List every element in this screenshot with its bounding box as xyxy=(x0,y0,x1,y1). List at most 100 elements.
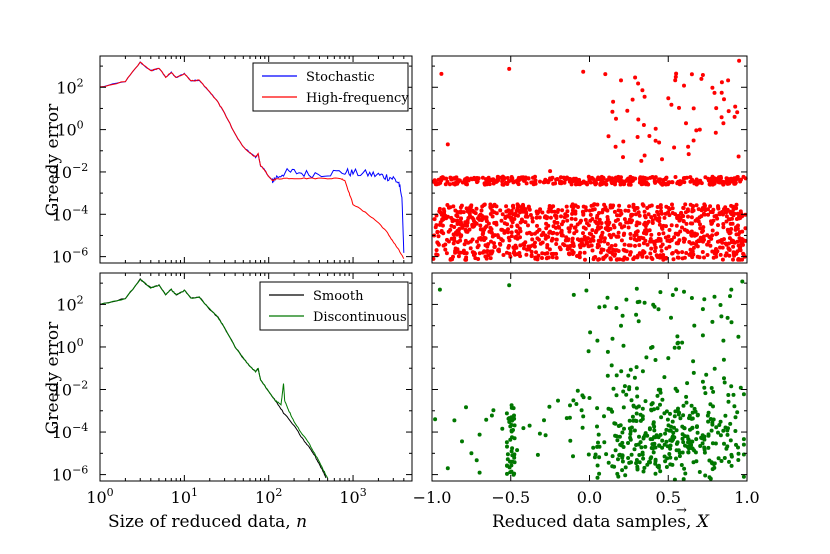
tr-point xyxy=(496,248,501,253)
br-point xyxy=(706,445,711,450)
tr-point xyxy=(524,252,529,257)
tr-point xyxy=(600,210,605,215)
tl-ytick-label: 10−4 xyxy=(52,203,89,224)
tr-point xyxy=(661,253,666,257)
tr-point xyxy=(670,211,675,215)
br-point xyxy=(725,315,730,320)
br-point xyxy=(664,439,669,444)
tr-point xyxy=(567,229,572,234)
br-point xyxy=(731,392,736,397)
br-point xyxy=(734,442,738,447)
br-point xyxy=(741,474,746,479)
tr-point xyxy=(595,202,600,207)
tr-point xyxy=(591,238,596,243)
tr-point xyxy=(588,212,593,217)
tr-point xyxy=(688,179,693,184)
br-point xyxy=(527,423,532,428)
br-point xyxy=(636,319,641,324)
br-point xyxy=(575,388,580,393)
tr-point xyxy=(660,242,665,247)
tr-point xyxy=(610,181,614,186)
tr-point xyxy=(671,257,676,262)
bl-xtick-label: 103 xyxy=(339,486,366,507)
tr-point xyxy=(726,180,730,185)
tr-point xyxy=(555,231,560,236)
tr-point xyxy=(729,227,734,231)
br-point xyxy=(489,413,494,418)
tr-point xyxy=(657,232,661,236)
tr-point xyxy=(652,179,657,184)
tr-point xyxy=(653,249,657,254)
tr-point xyxy=(555,220,560,225)
br-point xyxy=(729,463,734,468)
tr-point xyxy=(526,223,530,228)
br-point xyxy=(728,421,733,426)
tr-point xyxy=(688,175,693,180)
tr-point xyxy=(603,254,608,259)
tr-point xyxy=(715,216,720,221)
tr-point xyxy=(652,239,657,244)
br-point xyxy=(624,392,629,397)
tr-point xyxy=(679,210,684,215)
tr-point xyxy=(674,71,679,76)
tr-point xyxy=(722,207,726,212)
tr-point xyxy=(486,221,491,226)
tr-point xyxy=(436,242,441,247)
tr-point xyxy=(510,204,515,209)
br-point xyxy=(694,437,699,442)
br-point xyxy=(464,405,468,410)
tr-point xyxy=(633,243,637,248)
tr-point xyxy=(684,175,689,180)
tr-point xyxy=(602,239,607,244)
tr-point xyxy=(583,181,588,185)
tr-point xyxy=(504,250,509,255)
br-point xyxy=(680,436,685,441)
br-point xyxy=(567,415,572,420)
br-point xyxy=(477,470,482,475)
br-point xyxy=(664,427,669,432)
tr-point xyxy=(612,209,617,214)
tr-point xyxy=(559,230,563,235)
tr-point xyxy=(583,257,587,262)
br-point xyxy=(626,373,631,378)
tr-point xyxy=(464,182,468,186)
tr-point xyxy=(617,203,622,208)
tr-point xyxy=(667,180,672,185)
tr-point xyxy=(661,231,666,236)
panel-top-right xyxy=(431,55,748,264)
tr-point xyxy=(710,228,715,233)
tr-point xyxy=(483,243,488,248)
tr-point xyxy=(468,205,473,210)
tr-point xyxy=(525,247,529,252)
br-point xyxy=(709,428,714,433)
tr-point xyxy=(543,177,548,182)
br-xtick-label: 0.5 xyxy=(656,488,681,507)
tr-point xyxy=(605,217,610,222)
br-point xyxy=(712,294,717,299)
tr-point xyxy=(560,208,565,213)
tr-point xyxy=(489,250,494,255)
tr-point xyxy=(540,251,545,256)
tr-point xyxy=(669,102,674,107)
tr-point xyxy=(544,226,549,231)
br-point xyxy=(717,423,722,427)
tr-point xyxy=(485,249,490,253)
tr-point xyxy=(506,208,511,213)
tr-point xyxy=(694,203,699,208)
tr-point xyxy=(505,214,510,219)
tr-point xyxy=(490,208,495,213)
tr-point xyxy=(571,244,576,248)
tr-point xyxy=(492,241,496,246)
bl-x-axis-label-var: n xyxy=(296,512,307,532)
tr-point xyxy=(636,81,641,86)
br-point xyxy=(713,441,718,446)
br-point xyxy=(710,441,715,446)
tr-point xyxy=(575,222,580,227)
tr-point xyxy=(603,205,608,210)
br-point xyxy=(652,445,657,450)
tr-point xyxy=(691,204,695,209)
br-point xyxy=(729,384,734,389)
tr-point xyxy=(733,104,738,109)
tr-point xyxy=(564,204,569,209)
tr-point xyxy=(701,239,705,244)
